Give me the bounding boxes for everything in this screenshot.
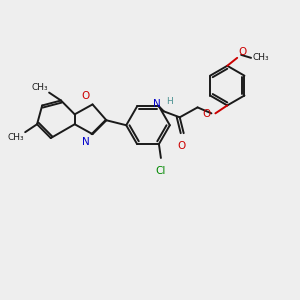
Text: CH₃: CH₃ xyxy=(8,133,24,142)
Text: N: N xyxy=(82,137,90,147)
Text: H: H xyxy=(166,98,172,106)
Text: O: O xyxy=(178,141,186,151)
Text: O: O xyxy=(81,92,90,101)
Text: Cl: Cl xyxy=(156,166,166,176)
Text: CH₃: CH₃ xyxy=(32,82,48,91)
Text: N: N xyxy=(153,99,161,110)
Text: CH₃: CH₃ xyxy=(252,53,269,62)
Text: O: O xyxy=(202,109,210,119)
Text: O: O xyxy=(238,47,246,57)
